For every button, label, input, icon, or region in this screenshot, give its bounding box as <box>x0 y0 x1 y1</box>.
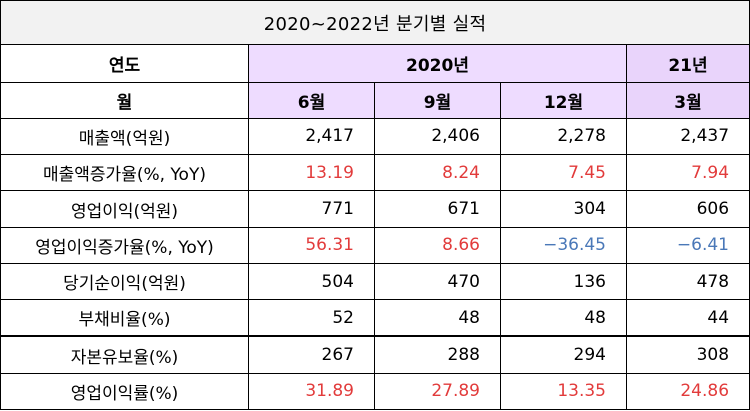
value-cell: 606 <box>625 190 750 228</box>
value-cell: 470 <box>374 262 501 301</box>
value-cell: 136 <box>500 262 627 301</box>
value-cell: 2,406 <box>374 117 501 156</box>
value-cell: 2,437 <box>625 117 750 156</box>
row-label: 영업이익(억원) <box>0 190 249 228</box>
value-cell: 671 <box>374 190 501 228</box>
value-cell: 13.19 <box>248 154 375 192</box>
value-cell: 48 <box>500 299 627 337</box>
month-header-march: 3월 <box>625 81 750 119</box>
value-cell: 304 <box>500 190 627 228</box>
row-label: 매출액(억원) <box>0 117 249 156</box>
value-cell: −36.45 <box>500 226 627 264</box>
value-cell: 52 <box>248 299 375 337</box>
value-cell: 7.45 <box>500 154 627 192</box>
year-header-row: 연도 2020년 21년 <box>0 44 750 83</box>
month-header-december: 12월 <box>500 81 627 119</box>
year-21-header: 21년 <box>625 44 750 83</box>
table-row: 매출액증가율(%, YoY) 13.19 8.24 7.45 7.94 <box>0 154 750 192</box>
title-row: 2020~2022년 분기별 실적 <box>0 0 750 46</box>
table-body: 매출액(억원) 2,417 2,406 2,278 2,437 매출액증가율(%, YoY… <box>0 117 750 411</box>
table-row: 영업이익률(%) 31.89 27.89 13.35 24.86 <box>0 372 750 411</box>
row-label: 영업이익률(%) <box>0 372 249 411</box>
table-title: 2020~2022년 분기별 실적 <box>0 0 750 46</box>
table-row: 매출액(억원) 2,417 2,406 2,278 2,437 <box>0 117 750 156</box>
year-label-cell: 연도 <box>0 44 249 83</box>
value-cell: 8.66 <box>374 226 501 264</box>
value-cell: 771 <box>248 190 375 228</box>
value-cell: 48 <box>374 299 501 337</box>
value-cell: 24.86 <box>625 372 750 411</box>
value-cell: 56.31 <box>248 226 375 264</box>
value-cell: 44 <box>625 299 750 337</box>
row-label: 당기순이익(억원) <box>0 262 249 301</box>
value-cell: 308 <box>625 335 750 374</box>
table-row: 부채비율(%) 52 48 48 44 <box>0 299 750 337</box>
row-label: 자본유보율(%) <box>0 335 249 374</box>
table-row: 당기순이익(억원) 504 470 136 478 <box>0 262 750 301</box>
value-cell: 31.89 <box>248 372 375 411</box>
value-cell: 13.35 <box>500 372 627 411</box>
month-header-june: 6월 <box>248 81 375 119</box>
value-cell: 288 <box>374 335 501 374</box>
row-label: 매출액증가율(%, YoY) <box>0 154 249 192</box>
value-cell: 294 <box>500 335 627 374</box>
value-cell: 8.24 <box>374 154 501 192</box>
value-cell: 27.89 <box>374 372 501 411</box>
table-row: 자본유보율(%) 267 288 294 308 <box>0 335 750 374</box>
month-header-row: 월 6월 9월 12월 3월 <box>0 81 750 119</box>
month-label-cell: 월 <box>0 81 249 119</box>
table-row: 영업이익(억원) 771 671 304 606 <box>0 190 750 228</box>
value-cell: 2,417 <box>248 117 375 156</box>
value-cell: −6.41 <box>625 226 750 264</box>
row-label: 영업이익증가율(%, YoY) <box>0 226 249 264</box>
row-label: 부채비율(%) <box>0 299 249 337</box>
value-cell: 2,278 <box>500 117 627 156</box>
year-2020-header: 2020년 <box>248 44 627 83</box>
value-cell: 7.94 <box>625 154 750 192</box>
month-header-september: 9월 <box>374 81 501 119</box>
value-cell: 478 <box>625 262 750 301</box>
table-row: 영업이익증가율(%, YoY) 56.31 8.66 −36.45 −6.41 <box>0 226 750 264</box>
value-cell: 267 <box>248 335 375 374</box>
value-cell: 504 <box>248 262 375 301</box>
